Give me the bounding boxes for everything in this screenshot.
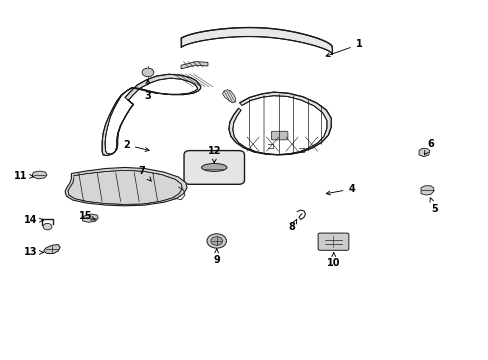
Polygon shape [65, 167, 186, 206]
Text: 8: 8 [288, 219, 296, 232]
Text: 12: 12 [207, 145, 221, 163]
Text: 3: 3 [144, 80, 151, 101]
Text: 4: 4 [325, 184, 354, 195]
Text: 10: 10 [326, 252, 340, 268]
Text: 14: 14 [24, 215, 43, 225]
Text: 11: 11 [14, 171, 33, 181]
Circle shape [210, 237, 222, 245]
FancyBboxPatch shape [271, 131, 287, 140]
Circle shape [142, 68, 154, 77]
Ellipse shape [201, 163, 226, 171]
Polygon shape [222, 90, 235, 103]
Polygon shape [102, 74, 200, 156]
Circle shape [43, 224, 52, 230]
Polygon shape [228, 92, 330, 155]
Polygon shape [43, 244, 60, 253]
Circle shape [206, 234, 226, 248]
Polygon shape [181, 62, 207, 69]
Polygon shape [181, 28, 331, 54]
FancyBboxPatch shape [183, 150, 244, 184]
Text: 7: 7 [139, 166, 151, 181]
Text: 13: 13 [24, 247, 43, 257]
FancyBboxPatch shape [318, 233, 348, 250]
Polygon shape [82, 214, 98, 222]
Polygon shape [32, 171, 47, 179]
Text: 2: 2 [123, 140, 149, 151]
Text: 15: 15 [79, 211, 95, 221]
Text: 9: 9 [213, 249, 220, 265]
Text: 1: 1 [325, 40, 362, 57]
Polygon shape [420, 186, 433, 195]
Text: 5: 5 [429, 198, 437, 214]
Polygon shape [418, 148, 429, 157]
Text: 6: 6 [424, 139, 433, 155]
